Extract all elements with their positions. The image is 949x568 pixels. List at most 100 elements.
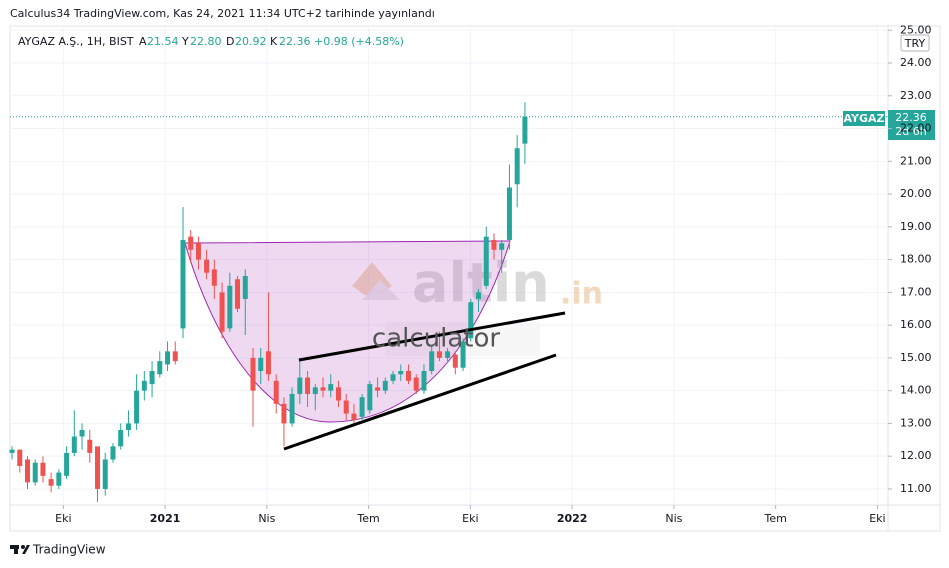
x-tick-label: Nis — [258, 512, 275, 525]
candle-body — [110, 446, 116, 460]
candle-body — [320, 387, 326, 391]
candle-body — [17, 449, 23, 467]
candle-body — [227, 285, 233, 329]
candle-body — [421, 370, 427, 391]
candle-body — [149, 370, 155, 385]
candle-body — [118, 429, 124, 447]
candle-body — [445, 351, 451, 358]
candle-body — [312, 387, 318, 394]
candle-body — [134, 390, 140, 424]
symbol-tag — [843, 111, 885, 126]
candle-body — [367, 384, 373, 411]
candle-body — [273, 380, 279, 404]
candle-body — [188, 236, 194, 250]
x-tick-label: Tem — [356, 512, 379, 525]
y-tick-label: 12.00 — [900, 449, 932, 462]
x-tick-label: 2021 — [150, 512, 181, 525]
candle-body — [436, 351, 442, 358]
change: +0.98 (+4.58%) — [314, 35, 404, 48]
candle-body — [48, 479, 54, 486]
candle-body — [351, 413, 357, 421]
candle-body — [25, 459, 31, 483]
logo-mark — [21, 545, 25, 549]
y-tick-label: 20.00 — [900, 187, 932, 200]
candle-body — [258, 357, 264, 371]
candle-body — [102, 459, 108, 489]
symbol-tag-label: AYGAZ — [844, 112, 885, 125]
ohlc-value: 21.54 — [147, 35, 179, 48]
y-tick-label: 17.00 — [900, 285, 932, 298]
candle-body — [141, 380, 147, 391]
logo-mark — [14, 545, 18, 554]
ohlc-key: A — [139, 35, 147, 48]
candle-body — [429, 351, 435, 371]
x-tick-label: Eki — [55, 512, 71, 525]
y-tick-label: 13.00 — [900, 416, 932, 429]
symbol: AYGAZ A.Ş., 1H, BIST — [18, 35, 134, 48]
candle-body — [335, 387, 341, 401]
x-tick-label: Eki — [462, 512, 478, 525]
grid — [10, 26, 888, 505]
x-tick-label: Nis — [665, 512, 682, 525]
legend: AYGAZ A.Ş., 1H, BIST A 21.54 Y 22.80 D 2… — [18, 35, 404, 48]
y-tick-label: 22.00 — [900, 122, 932, 135]
candle-body — [382, 380, 388, 391]
candle-body — [87, 439, 93, 453]
candle-body — [281, 403, 287, 424]
candles — [9, 102, 528, 503]
ohlc-key: K — [270, 35, 278, 48]
candle-body — [343, 400, 349, 414]
candle-body — [297, 377, 303, 394]
candle-body — [491, 239, 497, 250]
candle-body — [305, 377, 311, 394]
candle-body — [328, 384, 334, 391]
y-tick-label: 21.00 — [900, 154, 932, 167]
y-tick-label: 23.00 — [900, 89, 932, 102]
candle-body — [483, 236, 489, 286]
candle-body — [64, 452, 70, 476]
currency: TRY — [904, 37, 926, 50]
candle-body — [289, 393, 295, 424]
candle-body — [9, 449, 15, 453]
candle-body — [476, 292, 482, 299]
candle-body — [265, 351, 271, 375]
y-tick-label: 16.00 — [900, 318, 932, 331]
candle-body — [468, 302, 474, 339]
y-tick-label: 15.00 — [900, 351, 932, 364]
candle-body — [71, 436, 77, 453]
y-tick-label: 25.00 — [900, 23, 932, 36]
candle-body — [405, 370, 411, 381]
watermark-logo: altin — [412, 252, 550, 315]
candle-body — [32, 462, 38, 483]
candle-body — [79, 429, 85, 437]
candle-body — [165, 351, 171, 365]
candle-body — [250, 357, 256, 391]
frame — [9, 25, 941, 532]
candle-body — [390, 374, 396, 381]
price-tag — [888, 110, 935, 140]
candle-body — [359, 397, 365, 417]
tradingview-logo — [10, 545, 30, 554]
logo-mark — [22, 545, 30, 554]
candle-body — [235, 279, 241, 309]
countdown: 2d 6h — [895, 125, 926, 138]
price-tag-label: 22.36 — [895, 111, 927, 124]
candle-body — [95, 446, 101, 489]
y-tick-label: 14.00 — [900, 384, 932, 397]
candle-body — [460, 341, 466, 368]
candle-body — [375, 387, 381, 391]
watermark-suffix: .in — [560, 277, 603, 312]
publisher: Calculus34 TradingView.com, Kas 24, 2021… — [10, 7, 435, 20]
y-tick-label: 11.00 — [900, 482, 932, 495]
cup-pattern — [184, 240, 511, 423]
candle-body — [452, 354, 458, 368]
ohlc-key: Y — [181, 35, 189, 48]
ohlc-value: 20.92 — [235, 35, 267, 48]
candle-body — [506, 187, 512, 240]
watermark-icon — [362, 280, 400, 300]
candle-body — [180, 239, 186, 329]
ohlc-key: D — [226, 35, 234, 48]
